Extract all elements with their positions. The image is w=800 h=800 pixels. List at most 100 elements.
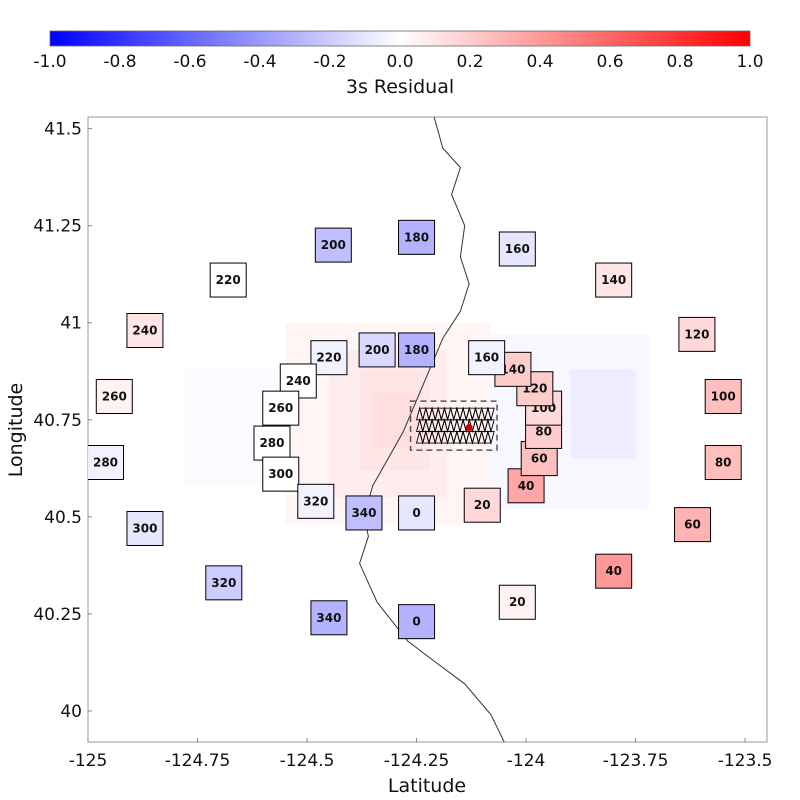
fault-patch: [409, 400, 498, 451]
x-tick-label: -124.75: [165, 751, 231, 771]
station-box: [209, 262, 247, 298]
colorbar-tick-label: 0.4: [526, 52, 553, 72]
station-box: [398, 332, 436, 368]
station-label: 120: [684, 327, 709, 341]
station-box: [398, 495, 436, 531]
station-box: [310, 340, 348, 376]
station-box: [678, 316, 716, 352]
x-tick-label: -124: [507, 751, 546, 771]
station-label: 20: [509, 595, 526, 609]
station-box: [358, 332, 396, 368]
y-axis-label: Longitude: [5, 383, 27, 478]
station-box: [704, 379, 742, 415]
colorbar-ticks: -1.0 -0.8 -0.6 -0.4 -0.2 0.0 0.2 0.4 0.6 0.8 1.0: [33, 52, 763, 72]
colorbar-tick-label: -1.0: [33, 52, 66, 72]
station-label: 80: [535, 424, 552, 438]
station-box: [262, 456, 300, 492]
station-box: [88, 444, 125, 480]
station-label: 240: [286, 374, 311, 388]
colorbar-tick-label: 0.6: [596, 52, 623, 72]
station-label: 160: [505, 242, 530, 256]
station-label: 180: [404, 343, 429, 357]
station-label: 300: [132, 521, 157, 535]
fault-mesh-triangle: [487, 419, 495, 434]
station-box: [126, 510, 164, 546]
y-tick-label: 41.5: [44, 120, 82, 140]
station-box: [498, 231, 536, 267]
x-tick-label: -123.5: [718, 751, 773, 771]
station-label: 100: [711, 390, 736, 404]
y-tick-label: 40.5: [44, 508, 82, 528]
colorbar-label: 3s Residual: [346, 76, 454, 98]
station-box: [345, 495, 383, 531]
station-box: [310, 600, 348, 636]
station-box: [398, 604, 436, 640]
colorbar-tick-label: 1.0: [736, 52, 763, 72]
station-label: 200: [321, 238, 346, 252]
station-label: 40: [605, 564, 622, 578]
station-box: [674, 507, 712, 543]
station-label: 260: [102, 390, 127, 404]
epicenter-marker: [465, 424, 473, 432]
colorbar-tick-label: 0.2: [456, 52, 483, 72]
station-box: [398, 219, 436, 255]
colorbar-tick-label: 0.8: [666, 52, 693, 72]
station-label: 20: [474, 498, 491, 512]
station-label: 320: [303, 494, 328, 508]
fault-bounding-box: [409, 400, 498, 451]
colorbar: -1.0 -0.8 -0.6 -0.4 -0.2 0.0 0.2 0.4 0.6 0.8 1.0 3…: [33, 30, 764, 98]
x-axis-label: Latitude: [388, 775, 466, 797]
station-box: [595, 262, 633, 298]
station-label: 180: [404, 230, 429, 244]
station-label: 280: [93, 455, 118, 469]
station-box: [126, 313, 164, 349]
station-label: 0: [412, 506, 420, 520]
station-label: 260: [268, 401, 293, 415]
station-label: 220: [316, 351, 341, 365]
station-label: 60: [531, 452, 548, 466]
colorbar-tick-label: 0.0: [386, 52, 413, 72]
coastline: [359, 117, 505, 742]
x-tick-label: -123.75: [603, 751, 669, 771]
x-tick-label: -124.5: [280, 751, 335, 771]
fault-mesh-triangle: [487, 430, 495, 445]
station-box: [314, 227, 352, 263]
station-label: 240: [132, 324, 157, 338]
station-label: 340: [351, 506, 376, 520]
station-label: 220: [216, 273, 241, 287]
station-box: [262, 390, 300, 426]
station-label: 40: [518, 479, 535, 493]
station-box: [297, 483, 335, 519]
x-tick-label: -125: [69, 751, 108, 771]
y-tick-label: 40: [60, 702, 82, 722]
y-axis-ticks: 40 40.25 40.5 40.75 41 41.25 41.5: [33, 120, 92, 722]
station-label: 320: [211, 576, 236, 590]
y-tick-label: 41: [60, 314, 82, 334]
station-box: [595, 553, 633, 589]
station-label: 200: [365, 343, 390, 357]
x-axis-ticks: -125 -124.75 -124.5 -124.25 -124 -123.75 -123.…: [69, 738, 773, 771]
colorbar-tick-label: -0.2: [313, 52, 346, 72]
station-label: 160: [474, 351, 499, 365]
station-label: 0: [412, 615, 420, 629]
station-box: [463, 487, 501, 523]
colorbar-tick-label: -0.6: [173, 52, 206, 72]
station-label: 60: [684, 518, 701, 532]
station-box: [205, 565, 243, 601]
station-label: 80: [715, 455, 732, 469]
inner-stations: 0204060801001201401601802002202402602803…: [253, 332, 563, 531]
colorbar-tick-label: -0.4: [243, 52, 276, 72]
station-box: [468, 340, 506, 376]
fault-mesh-triangle: [487, 407, 495, 422]
colorbar-tick-label: -0.8: [103, 52, 136, 72]
station-box: [498, 584, 536, 620]
x-tick-label: -124.25: [384, 751, 450, 771]
station-label: 280: [259, 436, 284, 450]
residual-cell: [569, 369, 636, 459]
colorbar-gradient: [49, 30, 751, 47]
station-box: [704, 444, 742, 480]
y-tick-label: 40.75: [33, 411, 82, 431]
station-label: 140: [601, 273, 626, 287]
station-label: 340: [316, 611, 341, 625]
